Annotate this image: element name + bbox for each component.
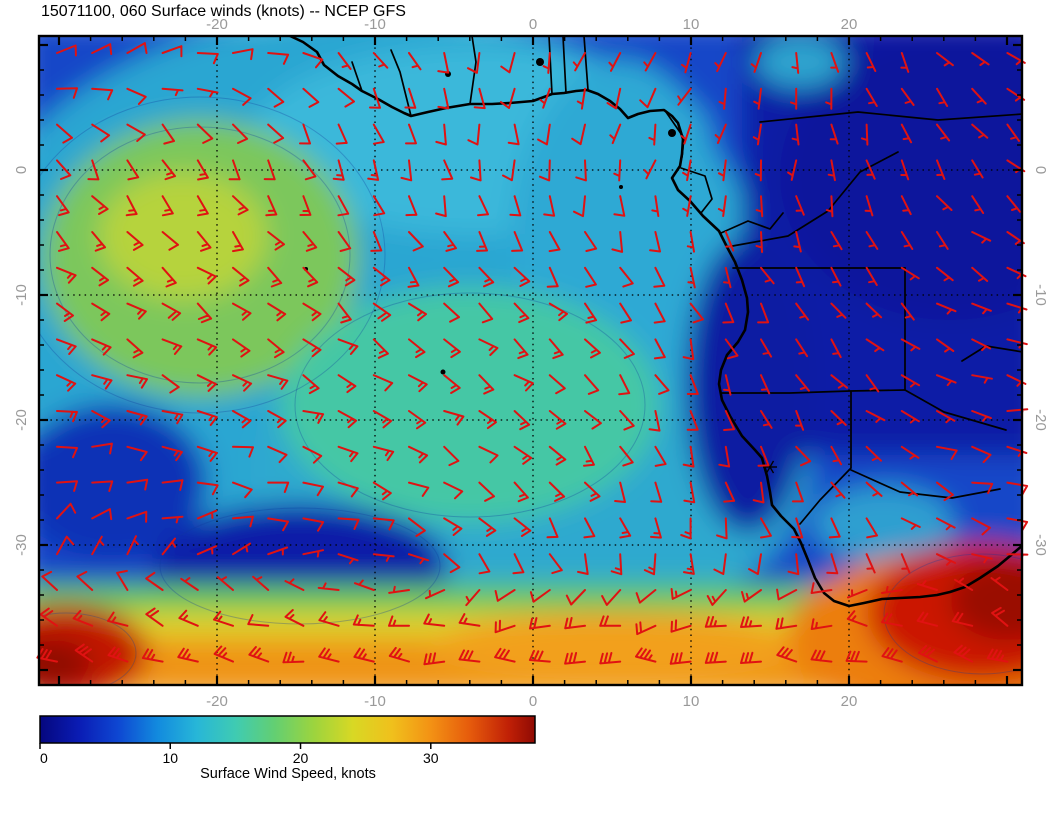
island-dot: [668, 129, 676, 137]
lon-tick-top: -10: [364, 16, 386, 33]
lat-tick-right: 0: [1032, 166, 1049, 174]
island-dot: [619, 185, 623, 189]
colorbar-tick-label: 20: [293, 750, 309, 766]
lon-tick-bottom: 10: [683, 693, 700, 710]
lat-tick-left: 0: [13, 166, 30, 174]
lon-tick-bottom: -10: [364, 693, 386, 710]
colorbar-tick-label: 0: [40, 750, 48, 766]
lat-tick-left: -20: [13, 409, 30, 431]
colorbar-gradient: [39, 715, 536, 744]
lon-tick-top: 20: [841, 16, 858, 33]
lat-tick-right: -30: [1032, 534, 1049, 556]
africa-coastline: [287, 36, 1022, 608]
lon-tick-bottom: 0: [529, 693, 537, 710]
colorbar: 0 10 20 30: [39, 715, 536, 766]
lon-tick-top: -20: [206, 16, 228, 33]
lat-tick-right: -10: [1032, 284, 1049, 306]
lon-tick-bottom: -20: [206, 693, 228, 710]
map-frame: [37, 34, 1024, 687]
island-dot: [440, 369, 446, 375]
lon-tick-bottom: 20: [841, 693, 858, 710]
colorbar-tick-label: 30: [423, 750, 439, 766]
chart-title: 15071100, 060 Surface winds (knots) -- N…: [41, 3, 406, 20]
lat-tick-right: -20: [1032, 409, 1049, 431]
axis-tick-labels: -20 -20 -10 -10 0 0 10 10 20 20 0 0 -10 -10 -20 -20 -30 -…: [13, 16, 1049, 710]
graticule: [39, 36, 1022, 685]
lon-tick-top: 10: [683, 16, 700, 33]
wind-barbs: [36, 42, 1029, 666]
colorbar-axis-label: Surface Wind Speed, knots: [200, 766, 376, 782]
lon-tick-top: 0: [529, 16, 537, 33]
wind-speed-field: [39, 36, 1022, 685]
colorbar-tick-label: 10: [162, 750, 178, 766]
lat-tick-left: -10: [13, 284, 30, 306]
island-dot: [536, 58, 544, 66]
lat-tick-left: -30: [13, 534, 30, 556]
